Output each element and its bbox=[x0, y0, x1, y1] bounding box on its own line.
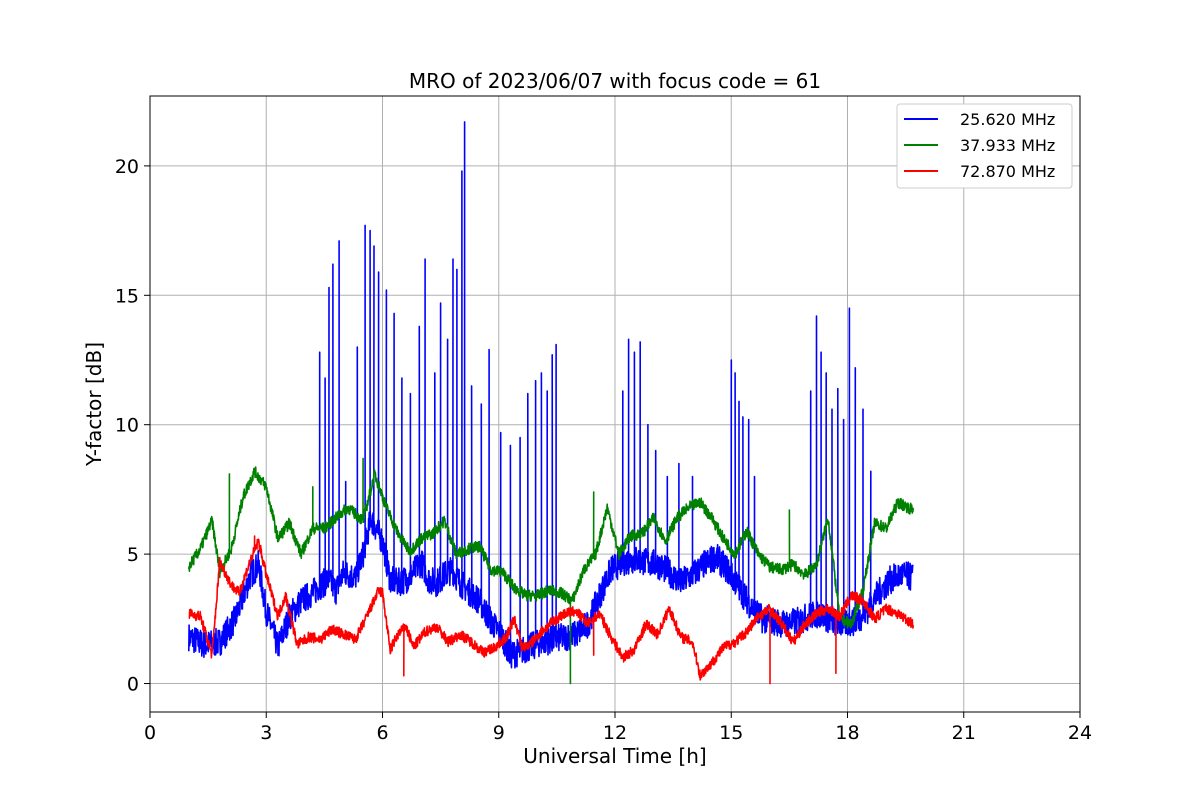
x-tick-label: 0 bbox=[144, 722, 156, 744]
x-axis: 0 3 6 9 12 15 18 21 24 bbox=[144, 712, 1092, 744]
series-layer bbox=[188, 121, 914, 685]
x-tick-label: 24 bbox=[1068, 722, 1092, 744]
x-axis-label: Universal Time [h] bbox=[523, 744, 706, 768]
x-tick-label: 15 bbox=[719, 722, 743, 744]
y-tick-label: 20 bbox=[115, 156, 139, 178]
legend-label-series-1: 25.620 MHz bbox=[960, 110, 1055, 129]
x-tick-label: 3 bbox=[260, 722, 272, 744]
x-tick-label: 21 bbox=[952, 722, 976, 744]
y-axis: 0 5 10 15 20 bbox=[115, 156, 150, 696]
series-1-line bbox=[188, 121, 914, 669]
legend-label-series-2: 37.933 MHz bbox=[960, 136, 1055, 155]
series-3-group bbox=[188, 535, 914, 685]
legend: 25.620 MHz 37.933 MHz 72.870 MHz bbox=[896, 103, 1073, 189]
series-1-group bbox=[188, 121, 914, 669]
series-2-line bbox=[188, 457, 914, 685]
y-tick-label: 0 bbox=[127, 674, 139, 696]
x-tick-label: 6 bbox=[376, 722, 388, 744]
legend-box bbox=[896, 103, 1073, 189]
y-tick-label: 10 bbox=[115, 415, 139, 437]
series-2-group bbox=[188, 457, 914, 685]
series-3-line bbox=[188, 535, 914, 685]
chart-title: MRO of 2023/06/07 with focus code = 61 bbox=[409, 69, 821, 93]
y-axis-label: Y-factor [dB] bbox=[82, 342, 106, 467]
y-tick-label: 5 bbox=[127, 544, 139, 566]
x-tick-label: 9 bbox=[493, 722, 505, 744]
x-tick-label: 18 bbox=[835, 722, 859, 744]
legend-label-series-3: 72.870 MHz bbox=[960, 162, 1055, 181]
x-tick-label: 12 bbox=[603, 722, 627, 744]
y-tick-label: 15 bbox=[115, 285, 139, 307]
